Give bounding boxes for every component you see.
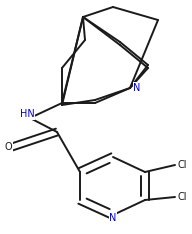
Text: O: O [4,142,12,152]
Text: Cl: Cl [177,160,187,170]
Text: HN: HN [20,109,34,119]
Text: N: N [133,83,141,93]
Text: Cl: Cl [177,192,187,202]
Text: N: N [109,213,117,223]
